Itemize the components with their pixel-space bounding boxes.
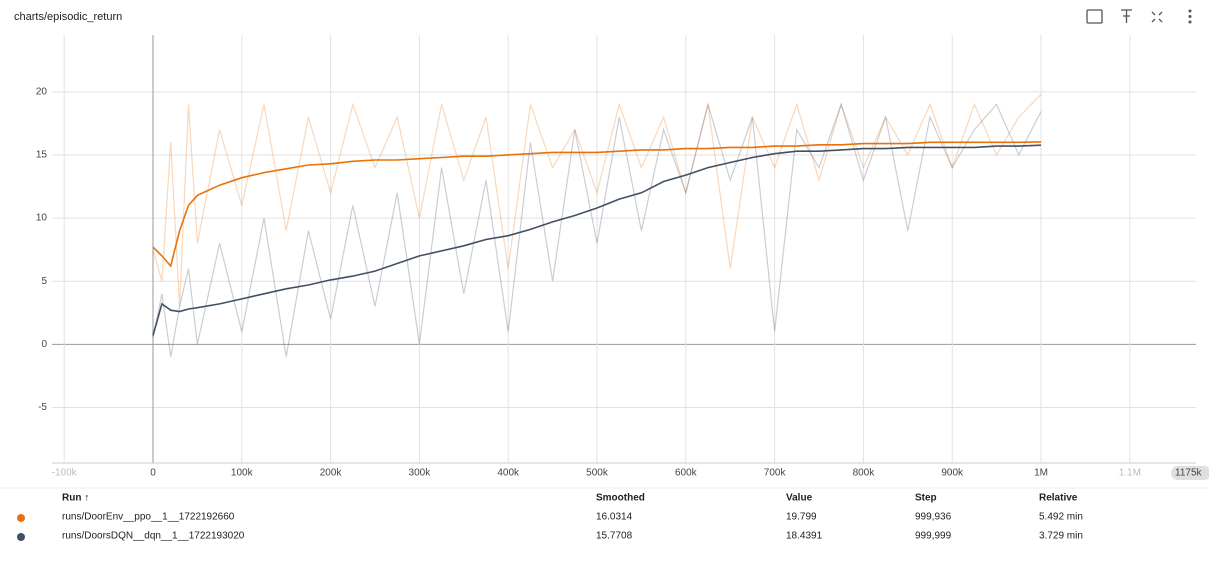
expand-icon[interactable] — [1151, 11, 1163, 23]
legend-swatch — [17, 533, 25, 541]
table-cell: 16.0314 — [596, 512, 633, 523]
x-tick-label: 300k — [409, 468, 432, 479]
table-cell: 3.729 min — [1039, 531, 1083, 542]
x-tick-label: 700k — [764, 468, 787, 479]
x-tick-label: 600k — [675, 468, 698, 479]
x-tick-label: 1M — [1034, 468, 1048, 479]
y-tick-label: 0 — [41, 339, 47, 350]
raw-line — [152, 102, 1042, 358]
y-tick-label: 10 — [36, 213, 48, 224]
table-cell: 15.7708 — [596, 531, 633, 542]
x-tick-label: 0 — [150, 468, 156, 479]
chart-title: charts/episodic_return — [14, 11, 122, 23]
y-tick-label: -5 — [38, 402, 47, 413]
x-tick-label: 1175k — [1175, 468, 1203, 479]
menu-icon[interactable] — [1188, 9, 1192, 24]
range-end-badge — [1171, 466, 1209, 480]
column-header: Smoothed — [596, 493, 645, 504]
x-tick-label: 1.1M — [1119, 468, 1141, 479]
run-name: runs/DoorsDQN__dqn__1__1722193020 — [62, 531, 245, 542]
table-cell: 5.492 min — [1039, 512, 1083, 523]
smoothed-line — [152, 141, 1042, 268]
pin-icon[interactable] — [1121, 9, 1132, 23]
x-tick-label: 400k — [497, 468, 520, 479]
x-tick-label: 500k — [586, 468, 609, 479]
toolbar — [1086, 9, 1192, 24]
run-name: runs/DoorEnv__ppo__1__1722192660 — [62, 512, 235, 523]
x-tick-label: 200k — [320, 468, 343, 479]
x-tick-label: 800k — [853, 468, 876, 479]
table-cell: 18.4391 — [786, 531, 823, 542]
column-header: Step — [915, 493, 937, 504]
raw-line — [152, 93, 1042, 307]
table-cell: 999,999 — [915, 531, 952, 542]
legend-swatch — [17, 514, 25, 522]
y-tick-label: 15 — [36, 150, 48, 161]
y-tick-label: 20 — [36, 86, 48, 97]
x-tick-label: 900k — [941, 468, 964, 479]
smoothed-line — [152, 144, 1042, 336]
table-cell: 19.799 — [786, 512, 817, 523]
column-header[interactable]: Run ↑ — [62, 493, 89, 504]
y-tick-label: 5 — [41, 276, 47, 287]
column-header: Value — [786, 493, 813, 504]
x-tick-label: 100k — [231, 468, 254, 479]
x-tick-label: -100k — [52, 468, 78, 479]
fit-icon[interactable] — [1086, 9, 1103, 24]
column-header: Relative — [1039, 493, 1078, 504]
table-cell: 999,936 — [915, 512, 952, 523]
